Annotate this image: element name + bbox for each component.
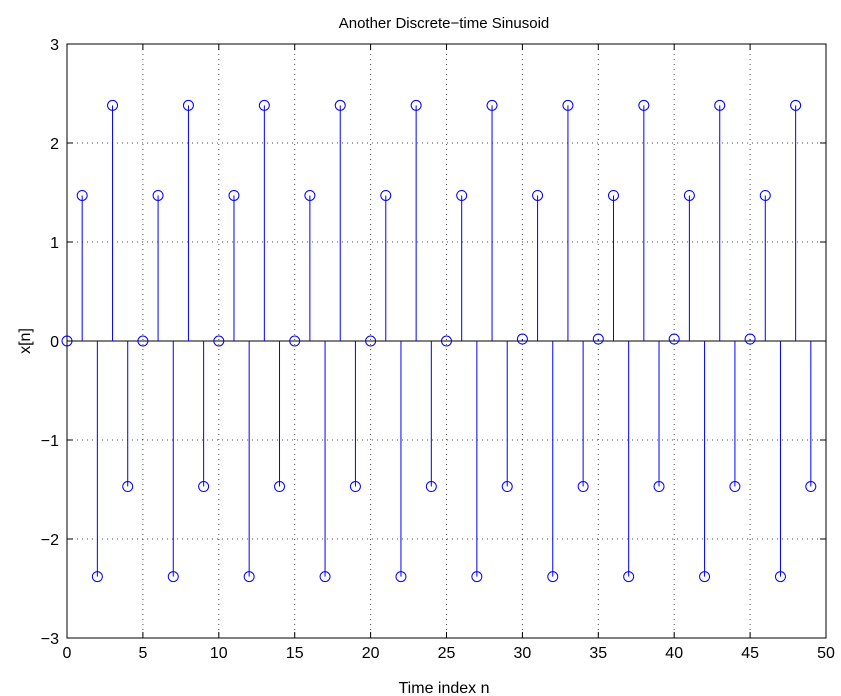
stem-marker [395, 571, 407, 583]
stem-marker [425, 481, 437, 493]
x-tick-label: 15 [286, 645, 304, 662]
stem-marker [592, 333, 604, 345]
stem-marker [532, 189, 544, 201]
stem-marker [699, 571, 711, 583]
stem-marker [410, 99, 422, 111]
x-tick-label: 30 [514, 645, 532, 662]
stem-marker [289, 335, 301, 347]
stem-marker [790, 99, 802, 111]
stem-marker [122, 481, 134, 493]
stem-marker [516, 333, 528, 345]
y-tick-label: 2 [50, 136, 59, 153]
grid-lines [67, 44, 826, 638]
stem-marker [805, 481, 817, 493]
stem-marker [380, 189, 392, 201]
stem-marker [441, 335, 452, 347]
y-axis-label: x[n] [17, 328, 34, 354]
stem-marker [152, 189, 164, 201]
stem-marker [334, 99, 346, 111]
stem-marker [623, 571, 635, 583]
stem-marker [167, 571, 179, 583]
stem-marker [456, 189, 468, 201]
stem-marker [501, 481, 513, 493]
y-tick-label: −2 [41, 532, 59, 549]
stem-marker [213, 335, 225, 347]
y-tick-label: 3 [50, 37, 59, 54]
chart-title: Another Discrete−time Sinusoid [339, 15, 550, 32]
y-tick-label: 1 [50, 235, 59, 252]
x-tick-label: 0 [63, 645, 72, 662]
stem-marker [759, 189, 771, 201]
y-tick-label: −3 [41, 631, 59, 648]
stem-marker [304, 189, 316, 201]
stem-marker [668, 333, 680, 345]
stem-marker [258, 99, 270, 111]
stem-marker [137, 335, 149, 347]
stem-series [61, 99, 817, 583]
stem-marker [243, 571, 255, 583]
stem-marker [729, 481, 741, 493]
stem-marker [182, 99, 194, 111]
stem-marker [714, 99, 726, 111]
stem-marker [198, 481, 210, 493]
x-tick-label: 50 [817, 645, 835, 662]
stem-marker [607, 189, 619, 201]
x-tick-label: 10 [210, 645, 228, 662]
stem-marker [744, 333, 756, 345]
x-tick-label: 45 [741, 645, 759, 662]
stem-marker [577, 481, 589, 493]
stem-marker [76, 189, 88, 201]
stem-marker [274, 481, 286, 493]
x-tick-label: 35 [589, 645, 607, 662]
x-axis-ticks: 0 5 10 15 20 25 30 35 40 45 50 [63, 44, 835, 662]
y-tick-label: 0 [50, 334, 59, 351]
stem-marker [365, 335, 377, 347]
y-tick-label: −1 [41, 433, 59, 450]
stem-marker [228, 189, 240, 201]
stem-marker [638, 99, 650, 111]
stem-marker [562, 99, 574, 111]
stem-marker [91, 571, 103, 583]
stem-marker [683, 189, 695, 201]
stem-marker [107, 99, 119, 111]
x-tick-label: 20 [362, 645, 380, 662]
stem-marker [653, 481, 665, 493]
x-tick-label: 25 [438, 645, 456, 662]
stem-marker [319, 571, 331, 583]
x-tick-label: 40 [665, 645, 683, 662]
x-tick-label: 5 [138, 645, 147, 662]
stem-marker [486, 99, 498, 111]
y-axis-ticks: −3 −2 −1 0 1 2 3 [41, 37, 826, 648]
stem-marker [471, 571, 483, 583]
stem-marker [349, 481, 361, 493]
stem-marker [774, 571, 786, 583]
stem-marker [547, 571, 559, 583]
x-axis-label: Time index n [399, 680, 490, 696]
